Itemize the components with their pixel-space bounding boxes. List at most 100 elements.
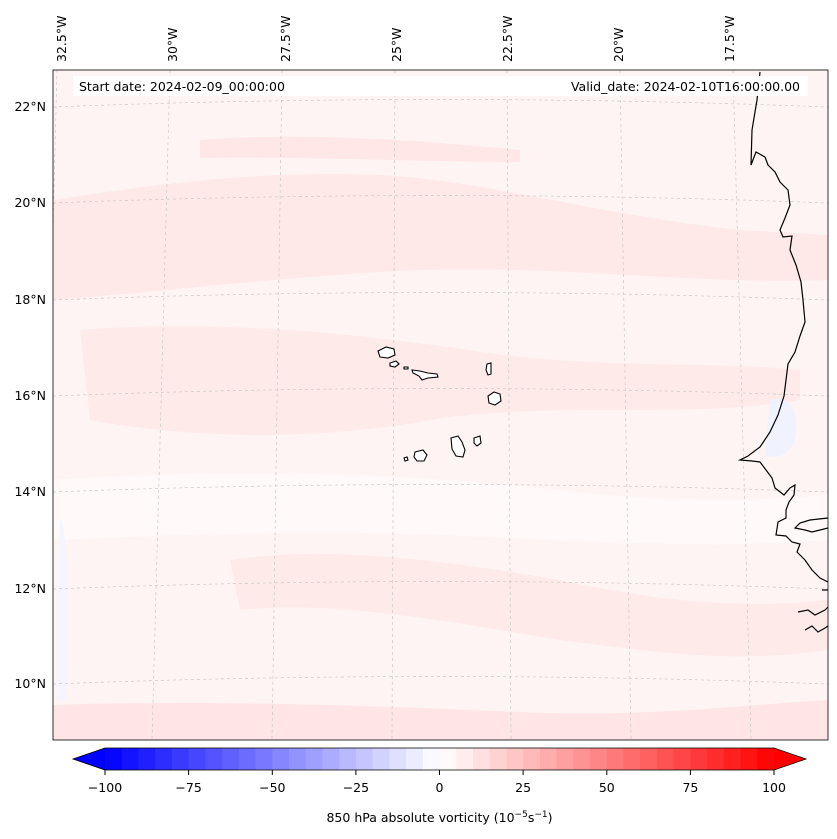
island-santo-antao bbox=[377, 346, 396, 359]
vorticity-band-north bbox=[53, 174, 828, 300]
colorbar-segment bbox=[272, 748, 290, 770]
cape-verde-islands bbox=[377, 346, 502, 462]
parallel-16n bbox=[53, 388, 828, 397]
meridian-27-5w bbox=[271, 70, 283, 740]
colorbar-segments bbox=[105, 748, 775, 770]
lon-label-20w: 20°W bbox=[611, 27, 626, 62]
lat-label-10n: 10°N bbox=[14, 676, 46, 691]
colorbar-segment bbox=[439, 748, 457, 770]
meridian-25w bbox=[391, 70, 396, 740]
colorbar-segment bbox=[138, 748, 156, 770]
colorbar-title-s: s bbox=[528, 810, 535, 825]
island-brava bbox=[403, 456, 409, 462]
colorbar-segment bbox=[506, 748, 524, 770]
colorbar-tick-label: −50 bbox=[259, 780, 285, 795]
island-santiago bbox=[450, 435, 466, 458]
colorbar-segment bbox=[740, 748, 758, 770]
meridian-20w bbox=[619, 70, 632, 740]
vorticity-field bbox=[53, 136, 828, 740]
vorticity-band-bottom bbox=[53, 700, 828, 740]
vorticity-band-central bbox=[80, 326, 800, 435]
colorbar-title: 850 hPa absolute vorticity (10−5s−1) bbox=[326, 810, 552, 825]
colorbar-segment bbox=[456, 748, 474, 770]
colorbar-segment bbox=[723, 748, 742, 770]
colorbar-title-exp1: −5 bbox=[515, 810, 528, 820]
colorbar-segment bbox=[205, 748, 223, 770]
island-santa-luzia bbox=[403, 366, 409, 370]
colorbar-title-exp2: −1 bbox=[534, 810, 547, 820]
colorbar-segment bbox=[255, 748, 273, 770]
colorbar-segment bbox=[305, 748, 324, 770]
island-fogo bbox=[413, 449, 428, 462]
vorticity-negative-strip bbox=[57, 520, 68, 700]
colorbar-tick-label: −75 bbox=[175, 780, 201, 795]
colorbar-ticks: −100 −75 −50 −25 0 25 50 75 100 bbox=[88, 770, 786, 795]
colorbar-tick-label: −25 bbox=[343, 780, 369, 795]
colorbar-segment bbox=[539, 748, 558, 770]
vorticity-band-south bbox=[230, 553, 828, 657]
colorbar-segment bbox=[188, 748, 206, 770]
colorbar-segment bbox=[105, 748, 123, 770]
colorbar-segment bbox=[422, 748, 441, 770]
colorbar-segment bbox=[556, 748, 574, 770]
colorbar-tick-label: 25 bbox=[515, 780, 531, 795]
colorbar-segment bbox=[623, 748, 641, 770]
lon-label-25w: 25°W bbox=[389, 27, 404, 62]
island-sao-vicente bbox=[389, 360, 400, 368]
parallel-18n bbox=[53, 292, 828, 301]
lon-label-32-5w: 32.5°W bbox=[54, 16, 69, 62]
lon-label-17-5w: 17.5°W bbox=[722, 16, 737, 62]
lat-label-22n: 22°N bbox=[14, 99, 46, 114]
latitude-labels: 22°N 20°N 18°N 16°N 14°N 12°N 10°N bbox=[14, 99, 46, 691]
colorbar-segment bbox=[707, 748, 725, 770]
colorbar-tick-label: 75 bbox=[682, 780, 698, 795]
colorbar-tick-label: 100 bbox=[762, 780, 786, 795]
island-boa-vista bbox=[487, 391, 502, 406]
lat-label-16n: 16°N bbox=[14, 388, 46, 403]
colorbar-title-units: (10 bbox=[494, 810, 515, 825]
colorbar-title-close: ) bbox=[548, 810, 553, 825]
colorbar-segment bbox=[389, 748, 407, 770]
map-frame bbox=[52, 69, 829, 741]
meridian-17-5w bbox=[732, 70, 752, 740]
lat-label-18n: 18°N bbox=[14, 292, 46, 307]
colorbar-segment bbox=[489, 748, 508, 770]
colorbar-segment bbox=[640, 748, 658, 770]
colorbar-title-text: 850 hPa absolute vorticity bbox=[326, 810, 490, 825]
valid-date-label: Valid_date: 2024-02-10T16:00:00.00 bbox=[571, 79, 800, 94]
start-date-label: Start date: 2024-02-09_00:00:00 bbox=[79, 79, 285, 94]
colorbar-segment bbox=[673, 748, 691, 770]
lat-label-12n: 12°N bbox=[14, 581, 46, 596]
parallel-20n bbox=[53, 195, 828, 204]
african-coastline bbox=[737, 71, 828, 633]
parallel-12n bbox=[53, 581, 828, 590]
colorbar-segment bbox=[590, 748, 608, 770]
colorbar-segment bbox=[606, 748, 625, 770]
island-sao-nicolau bbox=[411, 369, 439, 381]
colorbar-tick-label: 0 bbox=[436, 780, 444, 795]
colorbar-segment bbox=[171, 748, 190, 770]
colorbar-segment bbox=[339, 748, 357, 770]
date-banner bbox=[73, 76, 808, 96]
colorbar-segment bbox=[656, 748, 675, 770]
colorbar-segment bbox=[121, 748, 140, 770]
map-panel: Start date: 2024-02-09_00:00:00 Valid_da… bbox=[53, 70, 828, 740]
vorticity-streak-north bbox=[200, 136, 520, 162]
parallel-14n bbox=[53, 484, 828, 493]
colorbar-segment bbox=[155, 748, 173, 770]
meridian-30w bbox=[151, 70, 171, 740]
parallel-22n bbox=[53, 99, 828, 108]
colorbar-extend-max bbox=[774, 748, 806, 770]
colorbar-tick-label: −100 bbox=[88, 780, 122, 795]
meridian-22-5w bbox=[506, 70, 512, 740]
colorbar-segment bbox=[757, 748, 775, 770]
colorbar-segment bbox=[288, 748, 307, 770]
colorbar-segment bbox=[372, 748, 390, 770]
vorticity-negative-coast bbox=[765, 399, 797, 457]
colorbar-segment bbox=[238, 748, 257, 770]
colorbar-segment bbox=[355, 748, 374, 770]
island-sal bbox=[485, 362, 492, 376]
vorticity-white-gap bbox=[53, 473, 828, 545]
lat-label-20n: 20°N bbox=[14, 195, 46, 210]
